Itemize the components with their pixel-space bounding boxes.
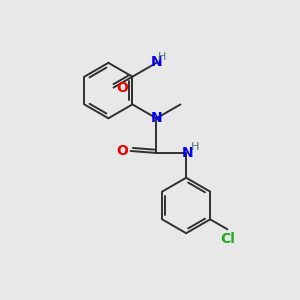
Text: H: H <box>191 142 199 152</box>
Text: O: O <box>116 144 128 158</box>
Text: N: N <box>151 111 162 125</box>
Text: N: N <box>181 146 193 160</box>
Text: O: O <box>116 81 128 94</box>
Text: N: N <box>151 55 162 69</box>
Text: H: H <box>158 52 166 62</box>
Text: Cl: Cl <box>220 232 235 246</box>
